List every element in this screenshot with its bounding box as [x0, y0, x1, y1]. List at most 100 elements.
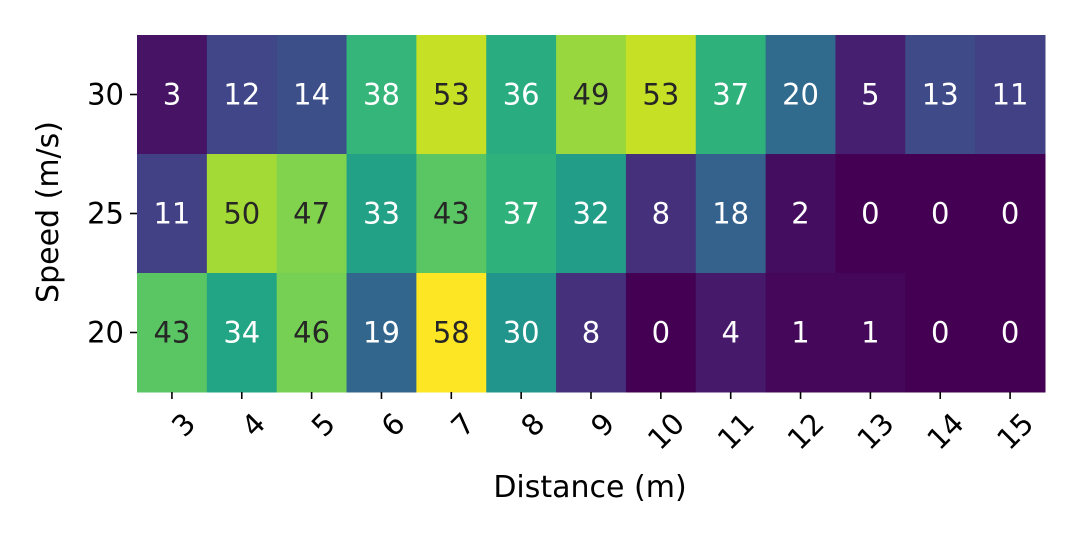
x-tick-label: 14 — [920, 406, 970, 456]
cell-value-label: 2 — [791, 197, 809, 231]
heatmap-cell-r0-c9 — [765, 35, 836, 155]
heatmap-cell-r0-c12 — [975, 35, 1046, 155]
y-tick-label: 25 — [87, 197, 124, 231]
x-tick-label: 12 — [781, 406, 831, 456]
x-tick-label: 15 — [990, 406, 1040, 456]
heatmap-cell-r2-c2 — [276, 273, 348, 393]
cell-value-label: 20 — [782, 78, 819, 112]
heatmap-cell-r2-c11 — [905, 273, 976, 393]
heatmap-cell-r1-c2 — [276, 154, 348, 274]
cell-value-label: 0 — [931, 197, 949, 231]
cell-value-label: 37 — [503, 197, 540, 231]
cell-value-label: 53 — [642, 78, 679, 112]
cell-value-label: 0 — [861, 197, 879, 231]
heatmap-cell-r2-c3 — [346, 273, 417, 393]
cell-value-label: 0 — [1001, 316, 1019, 350]
heatmap-cell-r0-c8 — [695, 35, 767, 155]
heatmap-cell-r0-c3 — [346, 35, 417, 155]
heatmap-cell-r1-c6 — [556, 154, 627, 274]
heatmap-cell-r0-c2 — [276, 35, 348, 155]
cell-value-label: 5 — [861, 78, 879, 112]
cell-value-label: 38 — [363, 78, 400, 112]
x-tick-label: 10 — [641, 406, 691, 456]
heatmap-cell-r1-c7 — [625, 154, 697, 274]
heatmap-cell-r1-c4 — [416, 154, 487, 274]
heatmap-cell-r1-c1 — [206, 154, 278, 274]
cell-value-label: 37 — [712, 78, 749, 112]
heatmap-cell-r0-c10 — [835, 35, 906, 155]
heatmap-cell-r2-c9 — [765, 273, 836, 393]
cell-value-label: 30 — [503, 316, 540, 350]
cell-value-label: 50 — [223, 197, 260, 231]
cell-value-label: 0 — [931, 316, 949, 350]
cell-value-label: 11 — [153, 197, 190, 231]
cell-value-label: 13 — [922, 78, 959, 112]
x-tick-label: 9 — [584, 406, 621, 443]
heatmap-cell-r0-c4 — [416, 35, 487, 155]
heatmap-cell-r1-c0 — [137, 154, 208, 274]
heatmap-cell-r1-c12 — [975, 154, 1046, 274]
cell-value-label: 18 — [712, 197, 749, 231]
heatmap-cell-r2-c1 — [206, 273, 278, 393]
cell-value-label: 11 — [992, 78, 1029, 112]
cell-value-label: 0 — [652, 316, 670, 350]
cell-value-label: 43 — [153, 316, 190, 350]
y-axis-ticks: 30 25 20 — [87, 78, 137, 350]
cell-value-label: 53 — [433, 78, 470, 112]
heatmap-cell-r0-c7 — [625, 35, 697, 155]
heatmap-cell-r2-c4 — [416, 273, 487, 393]
cell-value-label: 19 — [363, 316, 400, 350]
heatmap-cell-r0-c6 — [556, 35, 627, 155]
cell-value-label: 36 — [503, 78, 540, 112]
heatmap-cell-r0-c11 — [905, 35, 976, 155]
cell-value-label: 0 — [1001, 197, 1019, 231]
heatmap-cell-r0-c0 — [137, 35, 208, 155]
x-axis-ticks: 3 4 5 6 7 8 9 10 11 12 13 14 15 — [165, 392, 1040, 456]
x-tick-label: 5 — [305, 406, 342, 443]
cell-value-label: 32 — [573, 197, 610, 231]
heatmap-cell-r2-c0 — [137, 273, 208, 393]
x-tick-label: 4 — [235, 406, 272, 443]
cell-value-label: 4 — [721, 316, 739, 350]
cell-value-label: 8 — [652, 197, 670, 231]
x-tick-label: 7 — [444, 406, 481, 443]
heatmap-cell-r2-c12 — [975, 273, 1046, 393]
heatmap-cell-r0-c1 — [206, 35, 278, 155]
heatmap-cell-r0-c5 — [486, 35, 557, 155]
cell-value-label: 49 — [573, 78, 610, 112]
heatmap-cell-r1-c3 — [346, 154, 417, 274]
heatmap-cell-r2-c5 — [486, 273, 557, 393]
x-tick-label: 11 — [711, 406, 761, 456]
cell-value-label: 33 — [363, 197, 400, 231]
cell-value-label: 8 — [582, 316, 600, 350]
cell-value-label: 3 — [163, 78, 181, 112]
y-tick-label: 20 — [87, 316, 124, 350]
cell-value-label: 12 — [223, 78, 260, 112]
heatmap-cell-r1-c11 — [905, 154, 976, 274]
cell-value-label: 14 — [293, 78, 330, 112]
cell-value-label: 58 — [433, 316, 470, 350]
x-tick-label: 6 — [375, 406, 412, 443]
cell-value-label: 43 — [433, 197, 470, 231]
cell-value-label: 1 — [861, 316, 879, 350]
x-axis-label: Distance (m) — [493, 470, 686, 505]
x-tick-label: 3 — [165, 406, 202, 443]
cell-value-label: 34 — [223, 316, 260, 350]
heatmap-cell-r2-c7 — [625, 273, 697, 393]
heatmap-cell-r1-c10 — [835, 154, 906, 274]
cell-value-label: 46 — [293, 316, 330, 350]
heatmap-cell-r2-c8 — [695, 273, 767, 393]
heatmap-cell-r2-c6 — [556, 273, 627, 393]
cell-value-label: 1 — [791, 316, 809, 350]
cell-value-label: 47 — [293, 197, 330, 231]
heatmap-cell-r1-c9 — [765, 154, 836, 274]
x-tick-label: 8 — [514, 406, 551, 443]
heatmap-cell-r1-c8 — [695, 154, 767, 274]
y-tick-label: 30 — [87, 78, 124, 112]
heatmap-cell-r2-c10 — [835, 273, 906, 393]
y-axis-label: Speed (m/s) — [31, 121, 66, 303]
heatmap-cell-r1-c5 — [486, 154, 557, 274]
x-tick-label: 13 — [850, 406, 900, 456]
